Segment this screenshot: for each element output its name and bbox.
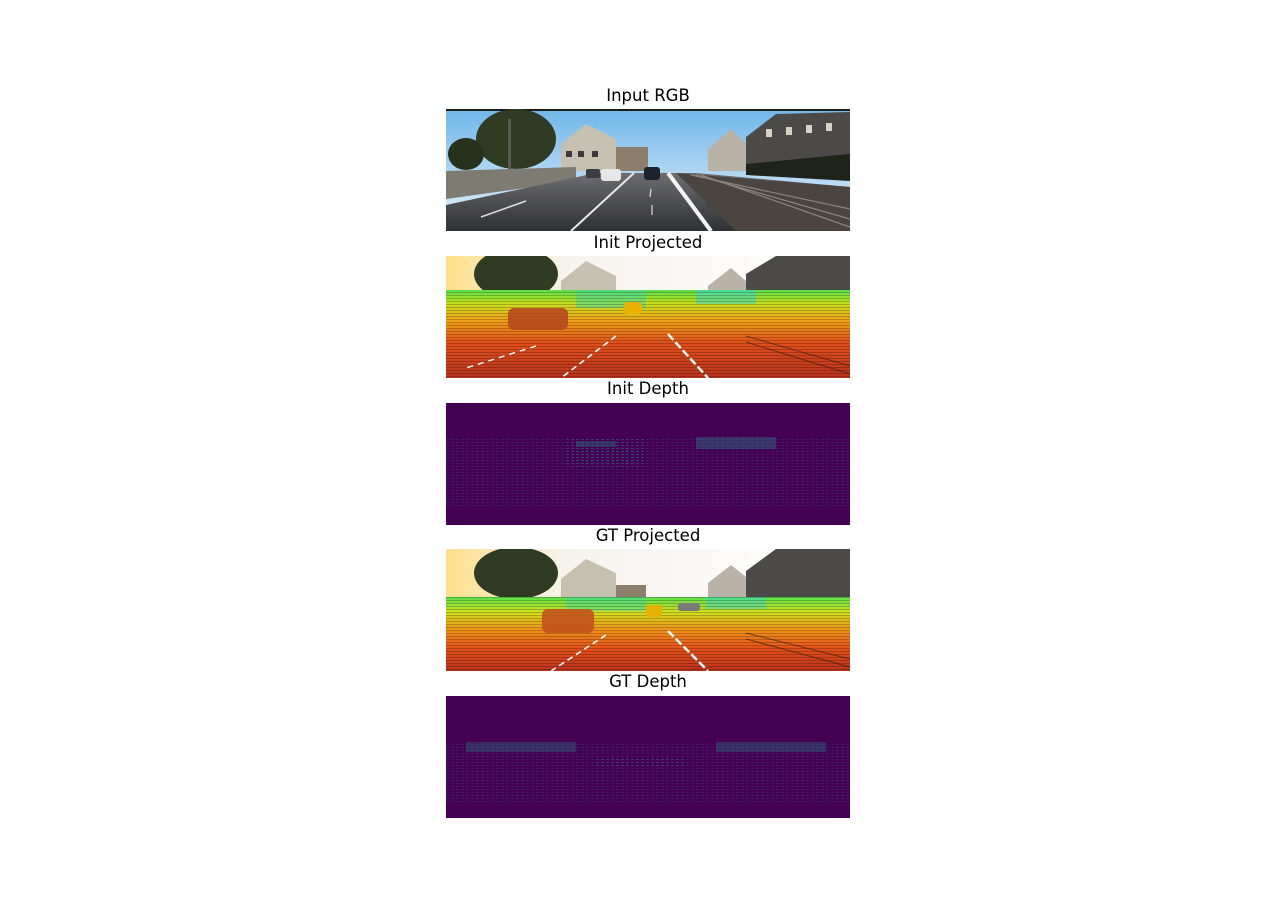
init-projected-image <box>446 256 850 378</box>
panel-title-init-depth: Init Depth <box>607 379 689 398</box>
gt-depth-map <box>446 696 850 818</box>
input-rgb-image <box>446 109 850 231</box>
panel-title-gt-depth: GT Depth <box>609 672 687 691</box>
init-depth-map <box>446 403 850 525</box>
panel-title-input-rgb: Input RGB <box>606 86 690 105</box>
gt-projected-image <box>446 549 850 671</box>
panel-title-gt-projected: GT Projected <box>595 526 701 545</box>
panel-title-init-projected: Init Projected <box>593 233 703 252</box>
